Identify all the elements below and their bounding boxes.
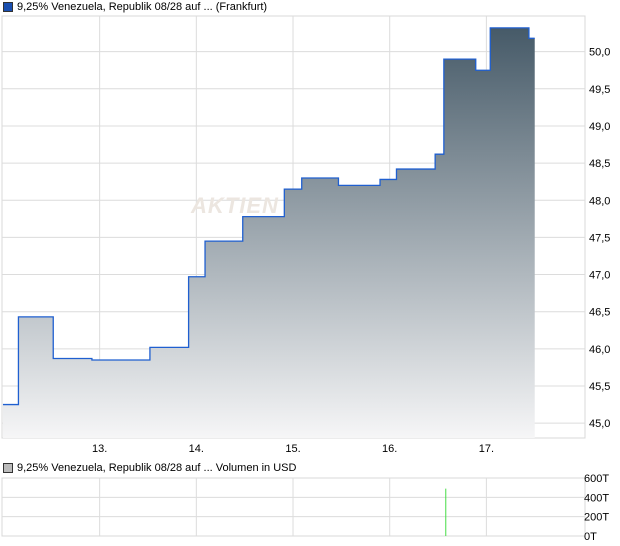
price-line	[2, 27, 535, 406]
volume-legend-label: 9,25% Venezuela, Republik 08/28 auf ... …	[17, 462, 297, 474]
y-tick-label: 47,0	[589, 270, 610, 282]
price-legend-swatch	[3, 2, 13, 12]
volume-y-tick-label: 0T	[584, 531, 597, 543]
price-legend: 9,25% Venezuela, Republik 08/28 auf ... …	[3, 1, 267, 13]
volume-y-tick-label: 200T	[584, 512, 609, 524]
volume-y-tick-label: 600T	[584, 473, 609, 485]
y-tick-label: 49,5	[589, 84, 610, 96]
x-tick-label: 13.	[92, 443, 107, 455]
x-tick-label: 17.	[479, 443, 494, 455]
y-tick-label: 50,0	[589, 47, 610, 59]
volume-legend: 9,25% Venezuela, Republik 08/28 auf ... …	[3, 462, 296, 474]
y-tick-label: 46,5	[589, 307, 610, 319]
watermark: AKTIEN	[190, 193, 279, 218]
x-tick-label: 14.	[189, 443, 204, 455]
y-tick-label: 48,5	[589, 158, 610, 170]
y-tick-label: 46,0	[589, 344, 610, 356]
price-area	[2, 27, 535, 438]
y-tick-label: 48,0	[589, 195, 610, 207]
price-legend-label: 9,25% Venezuela, Republik 08/28 auf ... …	[17, 1, 268, 13]
y-tick-label: 47,5	[589, 232, 610, 244]
x-tick-label: 15.	[285, 443, 300, 455]
y-tick-label: 45,0	[589, 418, 610, 430]
volume-y-tick-label: 400T	[584, 492, 609, 504]
y-tick-label: 49,0	[589, 121, 610, 133]
volume-legend-swatch	[3, 463, 13, 473]
y-tick-label: 45,5	[589, 381, 610, 393]
x-tick-label: 16.	[382, 443, 397, 455]
